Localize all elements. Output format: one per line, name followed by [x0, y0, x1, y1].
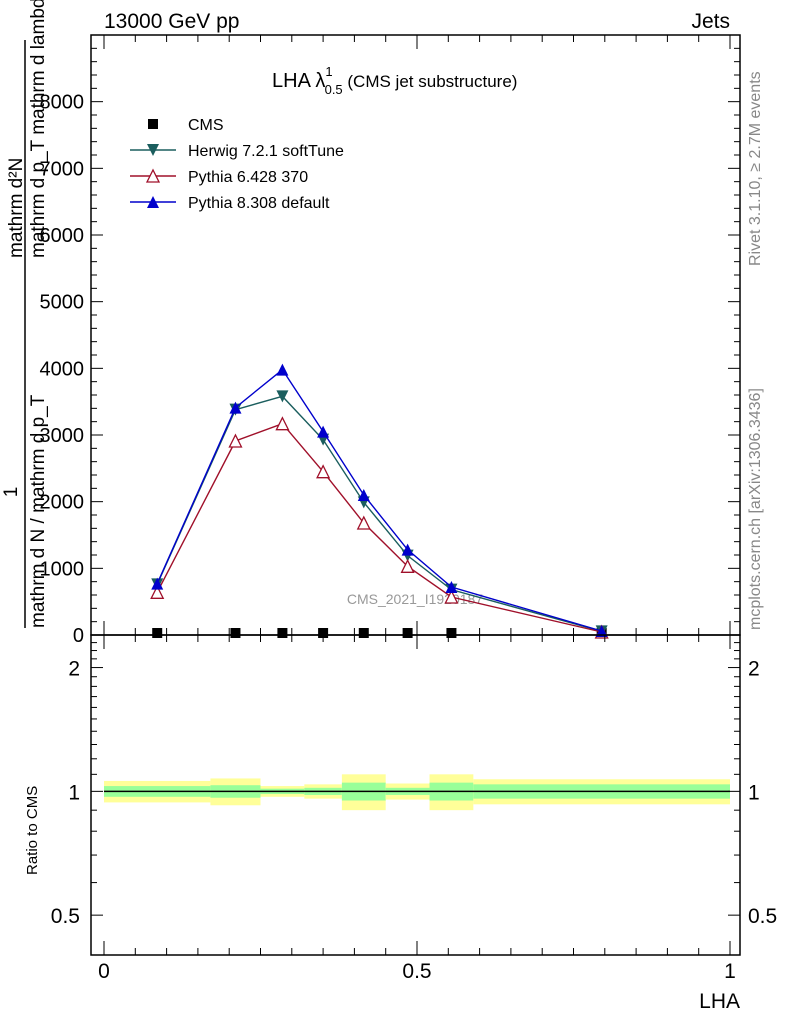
- x-tick-label: 0: [98, 960, 110, 983]
- main-y-ticks: 0 1000 2000 3000 4000 5000 6000 7000 8000: [40, 34, 740, 647]
- legend-marker: [148, 119, 158, 129]
- ylabel-bottom: mathrm d N / mathrm d p_T: [28, 394, 49, 628]
- svg-text:LHA λ10.5 (CMS jet substructur: LHA λ1 0.5 (CMS jet substructure): [272, 64, 517, 97]
- data-point: [444, 589, 459, 604]
- series-line: [156, 422, 602, 633]
- y-tick-label: 1000: [40, 558, 85, 580]
- legend-label: Herwig 7.2.1 softTune: [188, 143, 344, 160]
- title-main: LHA λ: [272, 70, 325, 92]
- header-right: Jets: [691, 10, 730, 33]
- data-point: [317, 425, 330, 438]
- data-point: [230, 628, 241, 638]
- data-point: [277, 628, 288, 638]
- ratio-y-tick-label: 1: [68, 781, 80, 804]
- ratio-y-tick-label-right: 2: [748, 658, 760, 681]
- data-point: [356, 515, 371, 530]
- y-tick-label: 3000: [40, 425, 85, 447]
- series-0: [152, 628, 607, 638]
- series-layer: [150, 363, 609, 639]
- data-point: [400, 558, 415, 573]
- y-tick-label: 0: [73, 625, 84, 647]
- data-point: [318, 628, 329, 638]
- ratio-y-tick-label: 0.5: [51, 905, 80, 928]
- legend-entry: Pythia 6.428 370: [130, 168, 308, 186]
- data-point: [276, 390, 289, 403]
- ylabel-top2: mathrm d p_T mathrm d lambda: [28, 0, 49, 258]
- data-point: [228, 433, 243, 448]
- data-point: [446, 628, 457, 638]
- legend-marker: [145, 168, 161, 183]
- main-y-label: mathrm d²N mathrm d p_T mathrm d lambda …: [1, 0, 49, 628]
- data-point: [150, 584, 165, 599]
- legend: CMS Herwig 7.2.1 softTune Pythia 6.428 370…: [130, 117, 344, 212]
- ratio-plot-panel: 0.5 0.51 12 2 0 0.5 1 Ratio to CMS LHA: [24, 634, 777, 1013]
- data-point: [276, 363, 289, 376]
- data-point: [275, 416, 290, 431]
- data-point: [401, 543, 414, 556]
- data-point: [316, 464, 331, 479]
- legend-marker: [147, 196, 159, 208]
- ratio-y-label: Ratio to CMS: [24, 786, 41, 875]
- ratio-x-ticks: 0 0.5 1: [98, 635, 736, 983]
- x-tick-label: 0.5: [402, 960, 431, 983]
- ratio-plot-frame: [90, 634, 741, 956]
- legend-label: CMS: [188, 117, 224, 134]
- x-tick-label: 1: [724, 960, 736, 983]
- ratio-bands: [104, 774, 730, 811]
- data-point: [229, 401, 242, 414]
- ratio-y-tick-label: 2: [68, 658, 80, 681]
- ratio-y-tick-label-right: 0.5: [748, 905, 777, 928]
- header-left: 13000 GeV pp: [104, 10, 239, 33]
- y-tick-label: 4000: [40, 358, 85, 380]
- legend-marker: [147, 144, 159, 156]
- legend-entry: CMS: [148, 117, 224, 134]
- data-point: [151, 577, 164, 590]
- legend-entry: Herwig 7.2.1 softTune: [130, 143, 344, 160]
- data-point: [445, 581, 458, 593]
- x-axis-label: LHA: [699, 990, 740, 1013]
- data-point: [595, 625, 608, 637]
- ratio-y-ticks: 0.5 0.5 1 1 2 2: [51, 642, 777, 928]
- ylabel-num: 1: [1, 487, 22, 498]
- data-point: [152, 628, 163, 638]
- data-point: [358, 628, 369, 638]
- y-tick-label: 7000: [40, 158, 85, 180]
- title-sup: 1: [325, 64, 332, 79]
- mcplots-label: mcplots.cern.ch [arXiv:1306.3436]: [747, 388, 764, 630]
- legend-label: Pythia 6.428 370: [188, 169, 308, 186]
- y-tick-label: 2000: [40, 492, 85, 514]
- title-sub: 0.5: [325, 82, 343, 97]
- ylabel-top: mathrm d²N: [6, 158, 27, 258]
- y-tick-label: 5000: [40, 292, 85, 314]
- plot-title: LHA λ1 0.5 (CMS jet substructure): [272, 64, 517, 97]
- data-point: [357, 489, 370, 501]
- series-3: [151, 363, 608, 637]
- main-x-ticks: [103, 35, 731, 635]
- series-line: [156, 368, 602, 632]
- data-point: [402, 628, 413, 638]
- series-line: [156, 395, 602, 633]
- y-tick-label: 6000: [40, 225, 85, 247]
- title-rest: (CMS jet substructure): [343, 72, 518, 91]
- ratio-y-tick-label-right: 1: [748, 781, 760, 804]
- legend-entry: Pythia 8.308 default: [130, 195, 330, 212]
- legend-label: Pythia 8.308 default: [188, 195, 330, 212]
- rivet-label: Rivet 3.1.10, ≥ 2.7M events: [747, 71, 764, 266]
- y-tick-label: 8000: [40, 92, 85, 114]
